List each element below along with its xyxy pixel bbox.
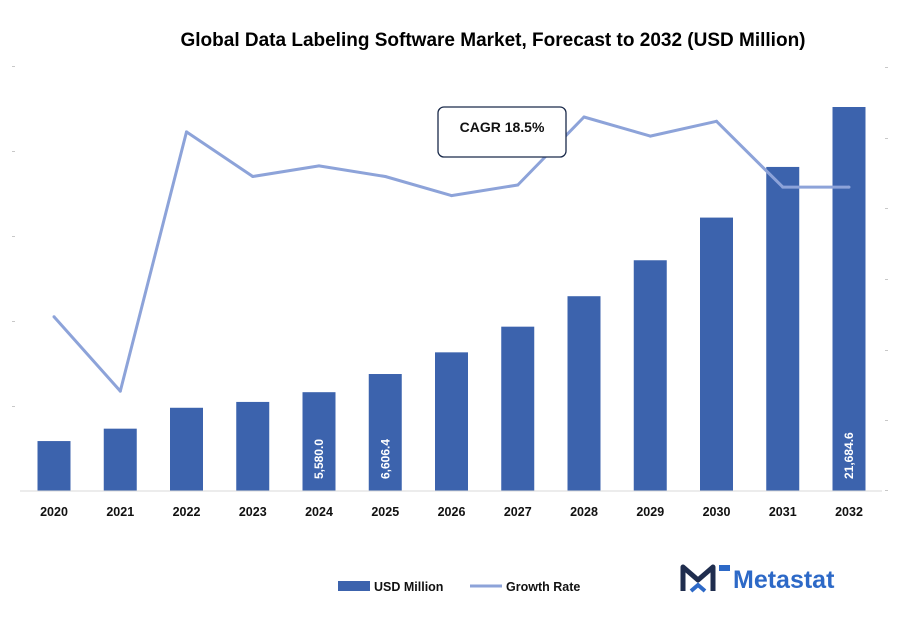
data-label-2024: 5,580.0 — [312, 439, 326, 479]
bar-2022 — [170, 407, 203, 491]
bar-2030 — [700, 217, 733, 492]
cagr-annotation: CAGR 18.5% — [437, 106, 567, 158]
x-tick-label-2026: 2026 — [438, 505, 466, 519]
cagr-callout-box — [437, 106, 567, 158]
bar-2020 — [37, 441, 71, 491]
bar-2026 — [435, 352, 468, 491]
x-tick-label-2027: 2027 — [504, 505, 532, 519]
growth-rate-point-2029 — [648, 134, 652, 138]
growth-rate-point-2024 — [317, 164, 321, 168]
bar-2021 — [103, 428, 137, 491]
x-tick-label-2029: 2029 — [636, 505, 664, 519]
bar-2025 — [368, 374, 402, 491]
growth-rate-point-2030 — [715, 119, 718, 123]
bar-2028 — [567, 296, 601, 491]
bar-2032 — [832, 107, 866, 491]
growth-rate-point-2032 — [847, 185, 851, 189]
x-tick-label-2022: 2022 — [173, 505, 201, 519]
growth-rate-point-2021 — [118, 389, 122, 393]
x-tick-label-2032: 2032 — [835, 505, 863, 519]
x-tick-label-2024: 2024 — [305, 505, 333, 519]
x-tick-label-2031: 2031 — [769, 505, 797, 519]
growth-rate-point-2027 — [516, 183, 520, 187]
growth-rate-point-2028 — [582, 115, 586, 119]
data-labels: 5,580.0 6,606.4 21,684.6 — [312, 432, 856, 479]
bar-2029 — [633, 260, 667, 491]
growth-rate-point-2022 — [185, 130, 188, 134]
legend-label-usd-million: USD Million — [374, 580, 443, 594]
legend-swatch-bar — [338, 581, 370, 591]
cagr-text: CAGR 18.5% — [460, 119, 545, 135]
logo-wordmark: Metastat — [733, 566, 835, 594]
bar-2031 — [766, 166, 800, 491]
x-tick-label-2023: 2023 — [239, 505, 267, 519]
growth-rate-point-2026 — [450, 194, 453, 198]
line-series — [52, 115, 851, 393]
data-label-2032: 21,684.6 — [842, 432, 856, 479]
chart-title: Global Data Labeling Software Market, Fo… — [180, 30, 805, 51]
bar-series — [37, 107, 866, 492]
legend: USD Million Growth Rate — [338, 580, 580, 594]
x-tick-label-2030: 2030 — [703, 505, 731, 519]
x-axis-ticks: 2020 2021 2022 2023 2024 2025 2026 2027 2028 2029… — [40, 505, 863, 519]
x-tick-label-2025: 2025 — [371, 505, 399, 519]
growth-rate-point-2023 — [251, 175, 255, 178]
growth-rate-point-2025 — [383, 175, 387, 178]
bar-2027 — [501, 326, 535, 491]
bar-2024 — [302, 392, 336, 491]
growth-rate-point-2031 — [781, 185, 785, 189]
metastat-m-logo-icon — [680, 564, 730, 593]
data-label-2025: 6,606.4 — [378, 439, 392, 479]
x-tick-label-2021: 2021 — [106, 505, 134, 519]
x-tick-label-2020: 2020 — [40, 505, 68, 519]
x-tick-label-2028: 2028 — [570, 505, 598, 519]
right-axis-ticks — [885, 67, 888, 491]
growth-rate-point-2020 — [52, 315, 56, 319]
legend-label-growth-rate: Growth Rate — [506, 580, 580, 594]
left-axis-ticks — [12, 66, 15, 407]
metastat-logo: Metastat — [680, 564, 835, 594]
bar-2023 — [236, 401, 270, 491]
